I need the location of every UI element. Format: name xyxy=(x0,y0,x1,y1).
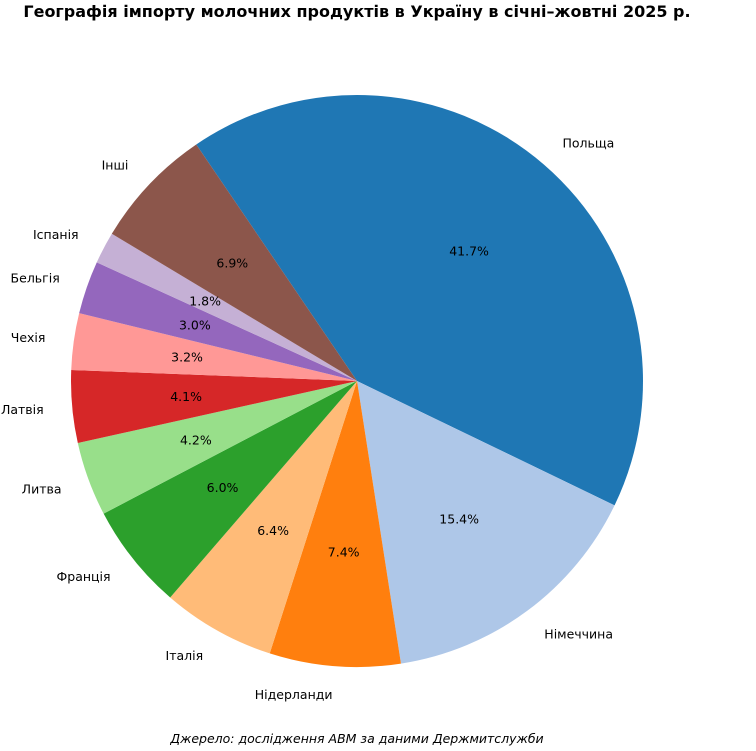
pie-slice-10 xyxy=(96,233,358,381)
source-note: Джерело: дослідження АВМ за даними Держм… xyxy=(169,731,543,746)
pie-slice-4 xyxy=(170,381,357,654)
category-label-2: Німеччина xyxy=(544,626,613,641)
chart-title: Географія імпорту молочних продуктів в У… xyxy=(23,2,690,21)
pie-slice-8 xyxy=(71,313,358,381)
percent-labels: 41.7% 15.4% 7.4% 6.4% 6.0% 4.2% 4.1% 3.2% 3.0% 1.… xyxy=(170,244,489,560)
percent-label-8: 3.2% xyxy=(171,350,203,365)
percent-label-11: 6.9% xyxy=(216,256,248,271)
category-label-4: Італія xyxy=(166,648,204,663)
percent-label-7: 4.1% xyxy=(170,389,202,404)
category-label-9: Бельгія xyxy=(11,270,60,285)
pie-slice-2 xyxy=(357,381,615,664)
category-label-1: Польща xyxy=(563,135,615,150)
category-labels: Польща Німеччина Нідерланди Італія Франція Ли… xyxy=(1,135,614,702)
pie-slice-9 xyxy=(79,262,357,381)
category-label-5: Франція xyxy=(57,569,111,584)
percent-label-2: 15.4% xyxy=(439,511,479,526)
category-label-7: Латвія xyxy=(1,402,44,417)
percent-label-5: 6.0% xyxy=(207,480,239,495)
category-label-3: Нідерланди xyxy=(255,687,333,702)
percent-label-3: 7.4% xyxy=(328,545,360,560)
category-label-11: Інші xyxy=(102,157,129,172)
pie-slice-6 xyxy=(77,381,357,514)
pie-slice-1 xyxy=(196,95,644,506)
percent-label-1: 41.7% xyxy=(449,244,489,259)
pie-slice-7 xyxy=(70,369,357,444)
pie-slice-5 xyxy=(103,381,357,598)
percent-label-6: 4.2% xyxy=(180,432,212,447)
percent-label-4: 6.4% xyxy=(257,523,289,538)
pie-slices xyxy=(70,95,644,667)
category-label-6: Литва xyxy=(22,482,62,497)
pie-slice-11 xyxy=(111,144,357,381)
percent-label-10: 1.8% xyxy=(189,294,221,309)
pie-slice-3 xyxy=(269,381,401,667)
category-label-8: Чехія xyxy=(11,330,46,345)
category-label-10: Іспанія xyxy=(33,227,79,242)
percent-label-9: 3.0% xyxy=(179,317,211,332)
